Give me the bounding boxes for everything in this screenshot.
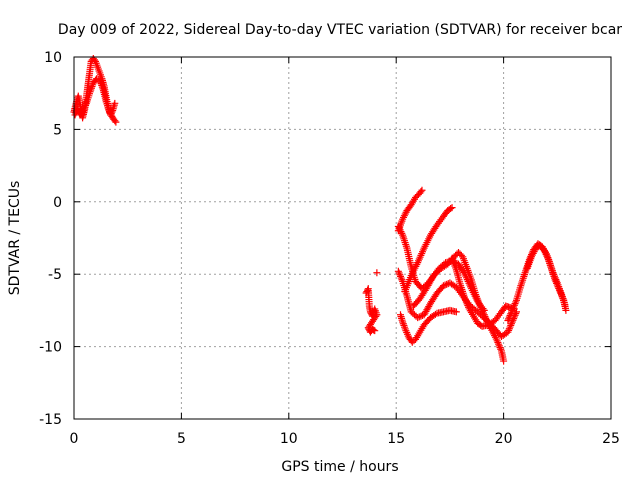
data-point: [505, 315, 513, 323]
series-track-rise-16: [394, 186, 426, 235]
y-tick-label: -15: [39, 412, 62, 428]
data-point: [112, 118, 120, 126]
data-point: [417, 312, 425, 320]
series-track-13.8: [362, 285, 381, 336]
data-point: [504, 328, 512, 336]
data-point: [507, 320, 515, 328]
data-point: [397, 274, 405, 282]
x-tick-label: 5: [177, 431, 186, 447]
y-axis-label: SDTVAR / TECUs: [7, 181, 23, 296]
data-point: [480, 306, 488, 314]
data-point: [79, 108, 87, 116]
data-point: [415, 313, 423, 321]
y-tick-label: -5: [48, 267, 62, 283]
data-point: [562, 306, 570, 314]
data-point: [508, 306, 516, 314]
data-point: [417, 188, 425, 196]
data-point: [500, 357, 508, 365]
data-point: [504, 317, 512, 325]
data-point: [93, 75, 101, 83]
chart-title: Day 009 of 2022, Sidereal Day-to-day VTE…: [58, 22, 622, 38]
data-point: [553, 277, 561, 285]
series-track-dip-15.7: [396, 306, 460, 346]
data-point: [439, 282, 447, 290]
data-point: [507, 310, 515, 318]
data-point: [418, 186, 426, 194]
data-point: [511, 300, 519, 308]
data-point: [505, 326, 513, 334]
data-point: [111, 99, 119, 107]
data-point: [549, 269, 557, 277]
x-tick-label: 10: [280, 431, 298, 447]
y-tick-label: -10: [39, 340, 62, 356]
data-point: [396, 271, 404, 279]
y-tick-label: 0: [53, 195, 62, 211]
data-point: [512, 298, 520, 306]
data-point: [414, 314, 422, 322]
data-point: [495, 342, 503, 350]
data-point: [509, 305, 517, 313]
data-point: [447, 205, 455, 213]
data-point: [496, 344, 504, 352]
data-point: [550, 270, 558, 278]
data-point: [371, 327, 379, 335]
y-tick-label: 10: [44, 50, 62, 66]
data-point: [561, 301, 569, 309]
series-track-peak-21.5-b: [523, 241, 569, 309]
data-point: [431, 310, 439, 318]
data-point: [495, 340, 503, 348]
x-tick-label: 0: [70, 431, 79, 447]
x-tick-label: 20: [495, 431, 513, 447]
data-point: [505, 313, 513, 321]
data-point: [510, 301, 518, 309]
x-tick-label: 15: [387, 431, 405, 447]
series-track-cross-rise: [401, 204, 456, 296]
data-point: [441, 281, 449, 289]
data-point: [111, 117, 119, 125]
data-point: [550, 272, 558, 280]
data-points: [70, 54, 570, 365]
data-point: [497, 345, 505, 353]
data-point: [462, 298, 470, 306]
data-point: [396, 272, 404, 280]
data-point: [448, 204, 456, 212]
data-point: [394, 267, 402, 275]
data-point: [506, 311, 514, 319]
axis-ticks: [73, 56, 612, 420]
series-track-hump-17.5: [409, 257, 488, 314]
data-point: [464, 302, 472, 310]
data-point: [506, 323, 514, 331]
grid-lines: [74, 57, 611, 419]
data-point: [398, 276, 406, 284]
plot-frame: [73, 56, 612, 420]
data-point: [373, 269, 381, 277]
data-point: [462, 297, 470, 305]
data-point: [463, 300, 471, 308]
data-point: [494, 338, 502, 346]
data-point: [505, 325, 513, 333]
data-point: [461, 295, 469, 303]
series-isolated: [373, 269, 381, 277]
series-early-track-b: [71, 75, 120, 126]
data-point: [370, 326, 378, 334]
data-point: [508, 318, 516, 326]
data-point: [551, 274, 559, 282]
series-track-drop-18.3: [448, 254, 518, 330]
data-point: [493, 337, 501, 345]
y-tick-label: 5: [53, 122, 62, 138]
data-point: [452, 308, 460, 316]
data-point: [507, 308, 515, 316]
data-point: [395, 269, 403, 277]
data-point: [507, 321, 515, 329]
data-point: [510, 303, 518, 311]
tick-labels: 0 5 10 15 20 25 -15 -10 -5 0 5 10: [39, 50, 620, 447]
x-tick-label: 25: [602, 431, 620, 447]
data-point: [552, 276, 560, 284]
x-axis-label: GPS time / hours: [281, 459, 398, 475]
